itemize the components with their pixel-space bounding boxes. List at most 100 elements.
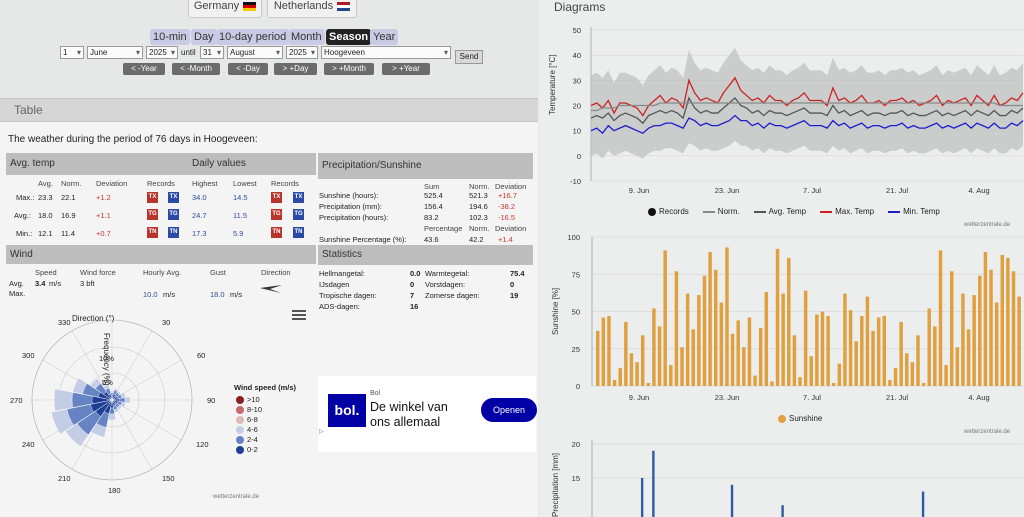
period-day[interactable]: Day (191, 29, 217, 45)
col-lowest: Lowest (233, 179, 257, 188)
sunshine-bar (860, 315, 864, 386)
rose-legend-item[interactable]: 0-2 (236, 445, 258, 455)
chart-menu-icon[interactable] (292, 309, 306, 321)
col-pct-deviation: Deviation (495, 224, 527, 233)
legend-min[interactable]: Min. Temp (888, 207, 940, 216)
legend-records[interactable]: Records (648, 207, 689, 216)
row-label: Max.: (16, 193, 35, 202)
sunshine-bar (843, 293, 847, 386)
period-10min[interactable]: 10-min (150, 29, 190, 45)
sunshine-pct-value: 43.6 (424, 235, 439, 244)
next-year-button[interactable]: > +Year (382, 63, 430, 75)
wind-avg-label: Avg. (9, 279, 24, 288)
year-from-select[interactable]: 2025 (146, 46, 178, 59)
precip-ylabel: Precipitation [mm] (551, 452, 560, 517)
legend-max[interactable]: Max. Temp (820, 207, 874, 216)
period-10day[interactable]: 10-day period (216, 29, 290, 45)
legend-dot (236, 446, 244, 455)
row-dev: +0.7 (96, 229, 111, 238)
row-highest: 34.0 (192, 193, 207, 202)
day-to-select[interactable]: 31 (200, 46, 224, 59)
sunshine-bar (742, 347, 746, 386)
record-badge[interactable]: TX (293, 192, 304, 203)
record-badge[interactable]: TN (147, 227, 158, 238)
rose-legend-item[interactable]: 2-4 (236, 435, 258, 445)
sunshine-bar (803, 290, 808, 386)
month-from-select[interactable]: June (87, 46, 143, 59)
rose-legend-item[interactable]: 8-10 (236, 405, 262, 415)
sunshine-pct-dev: +1.4 (498, 235, 513, 244)
sun-legend-label: Sunshine (789, 414, 823, 423)
tab-netherlands[interactable]: Netherlands (267, 0, 357, 18)
rose-legend-item[interactable]: >10 (236, 395, 260, 405)
y-tick-label: 10 (573, 127, 581, 136)
row-dev: -16.5 (498, 213, 516, 222)
y-tick-label: 0 (576, 382, 580, 391)
statistics-header: Statistics (318, 245, 533, 265)
day-from-select[interactable]: 1 (60, 46, 84, 59)
record-badge[interactable]: TG (293, 209, 304, 220)
prev-year-button[interactable]: < -Year (123, 63, 165, 75)
bol-ad[interactable]: Bol bol. De winkel van ons allemaal Open… (318, 376, 537, 452)
y-tick-label: 20 (573, 102, 581, 111)
sunshine-bar (809, 356, 813, 386)
ad-open-button[interactable]: Openen (481, 398, 537, 422)
prev-month-button[interactable]: < -Month (172, 63, 220, 75)
month-to-select[interactable]: August (227, 46, 283, 59)
x-tick-label: 9. Jun (629, 186, 649, 195)
year-to-select[interactable]: 2025 (286, 46, 318, 59)
tab-germany[interactable]: Germany (188, 0, 262, 18)
period-season[interactable]: Season (326, 29, 372, 45)
prev-day-button[interactable]: < -Day (228, 63, 268, 75)
record-badge[interactable]: TX (147, 192, 158, 203)
stat-value: 0 (510, 280, 515, 289)
legend-norm[interactable]: Norm. (702, 207, 740, 216)
stat-label: Warmtegetal: (425, 269, 470, 278)
record-badge[interactable]: TN (293, 227, 304, 238)
series-line-avg-temp (590, 96, 1024, 125)
rose-angle-270: 270 (10, 396, 23, 405)
rose-direction-label: Direction (°) (72, 314, 115, 323)
row-label: Precipitation (mm): (319, 202, 382, 211)
col-wind-force: Wind force (80, 268, 116, 277)
record-badge[interactable]: TG (168, 209, 179, 220)
next-day-button[interactable]: > +Day (274, 63, 317, 75)
wind-speed-value: 3.4 (35, 279, 46, 288)
sun-legend[interactable]: Sunshine (778, 414, 822, 423)
next-month-button[interactable]: > +Month (324, 63, 374, 75)
rose-legend-item[interactable]: 4-6 (236, 425, 258, 435)
sunshine-bar (607, 315, 611, 386)
station-select[interactable]: Hoogeveen (321, 46, 451, 59)
y-tick-label: 20 (572, 440, 580, 449)
record-badge[interactable]: TG (271, 209, 282, 220)
record-badge[interactable]: TG (147, 209, 158, 220)
ad-choices-icon[interactable]: ▷ (319, 429, 324, 435)
sunshine-bar (702, 275, 707, 386)
sunshine-bar (888, 380, 892, 386)
diagrams-panel: Diagrams 50 40 30 20 10 0 -10 9. Jun 23. Jun 7. J… (540, 0, 1024, 517)
sunshine-bar (961, 293, 965, 386)
record-badge[interactable]: TX (168, 192, 179, 203)
rose-angle-240: 240 (22, 440, 35, 449)
rose-legend-item[interactable]: 6-8 (236, 415, 258, 425)
row-avg: 18.0 (38, 211, 53, 220)
sunshine-bar (966, 329, 971, 386)
period-month[interactable]: Month (288, 29, 325, 45)
avg-temp-title: Avg. temp (10, 158, 55, 169)
legend-dot (236, 436, 244, 445)
record-badge[interactable]: TN (271, 227, 282, 238)
rose-petal (103, 391, 113, 401)
row-label: Min.: (16, 229, 33, 238)
bol-logo: bol. (328, 394, 366, 427)
col-daily-records: Records (271, 179, 299, 188)
sunshine-bar (691, 329, 695, 386)
legend-avg[interactable]: Avg. Temp (753, 207, 806, 216)
sun-credit: wetterzentrale.de (964, 429, 1011, 435)
sunshine-bar (854, 341, 858, 386)
sunshine-bar (753, 375, 757, 386)
record-badge[interactable]: TX (271, 192, 282, 203)
period-year[interactable]: Year (370, 29, 399, 45)
send-button[interactable]: Send (455, 50, 483, 64)
rose-angle-90: 90 (207, 396, 216, 405)
record-badge[interactable]: TN (168, 227, 179, 238)
